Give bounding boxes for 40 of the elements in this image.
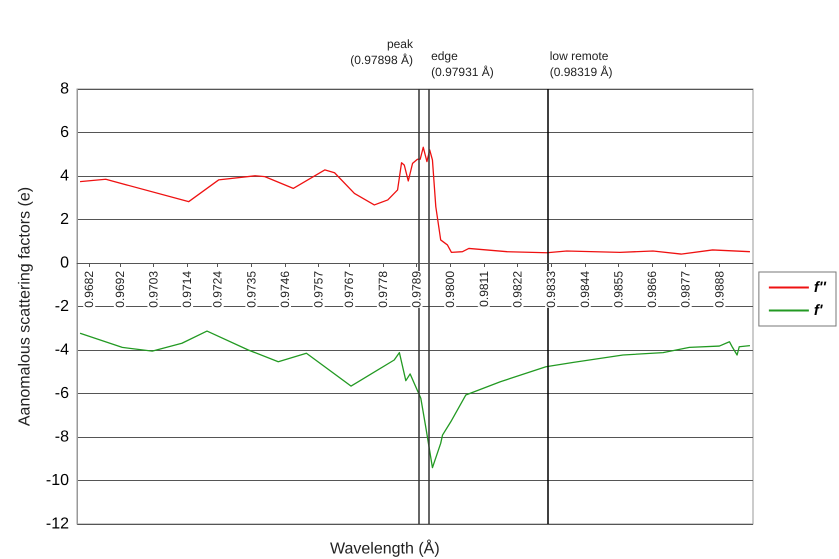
x-tick-label: 0.9811 xyxy=(476,270,491,307)
x-tick-label: 0.9692 xyxy=(112,270,127,308)
y-tick-label: -2 xyxy=(54,298,70,315)
x-tick-label: 0.9833 xyxy=(544,270,558,308)
x-tick-label: 0.9866 xyxy=(645,270,660,308)
x-tick-label: 0.9855 xyxy=(611,270,626,308)
line-series xyxy=(79,146,751,255)
y-tick-label: -4 xyxy=(54,342,70,358)
x-tick-label: 0.9767 xyxy=(342,270,356,308)
line-series xyxy=(79,330,751,468)
y-tick-label: 2 xyxy=(60,211,70,228)
y-tick-label: -6 xyxy=(54,385,70,402)
x-tick-label: 0.9844 xyxy=(578,270,592,308)
y-tick-label: 0 xyxy=(60,254,70,272)
x-tick-label: 0.9682 xyxy=(82,270,96,308)
x-tick-label: 0.9877 xyxy=(678,270,693,308)
x-tick-label: 0.9724 xyxy=(210,270,225,308)
x-tick-label: 0.9789 xyxy=(410,270,424,308)
legend-label: f'' xyxy=(814,279,826,296)
x-tick-label: 0.9746 xyxy=(278,270,292,308)
y-tick-label: 6 xyxy=(60,124,70,141)
x-tick-label: 0.9800 xyxy=(443,270,458,308)
x-tick-label: 0.9735 xyxy=(244,270,258,308)
x-tick-label: 0.9778 xyxy=(376,270,390,308)
y-tick-label: 4 xyxy=(60,168,70,184)
x-tick-label: 0.9822 xyxy=(510,270,524,308)
x-tick-label: 0.9757 xyxy=(312,270,326,308)
ref-line-label: peak (0.97898 Å) xyxy=(350,37,414,67)
x-tick-label: 0.9714 xyxy=(180,270,194,308)
ref-line-label: low remote (0.98319 Å) xyxy=(550,49,612,79)
y-tick-label: -8 xyxy=(54,428,70,446)
y-tick-label: 8 xyxy=(60,80,70,98)
y-tick-label: -12 xyxy=(46,516,70,532)
x-axis-title: Wavelength (Å) xyxy=(330,540,440,558)
ref-line-label: edge (0.97931 Å) xyxy=(431,49,494,79)
x-tick-label: 0.9888 xyxy=(712,270,726,308)
y-tick-label: -10 xyxy=(46,472,70,489)
legend-label: f' xyxy=(814,302,823,319)
y-axis-title: Aanomalous scattering factors (e) xyxy=(16,186,34,426)
x-tick-label: 0.9703 xyxy=(146,270,160,308)
